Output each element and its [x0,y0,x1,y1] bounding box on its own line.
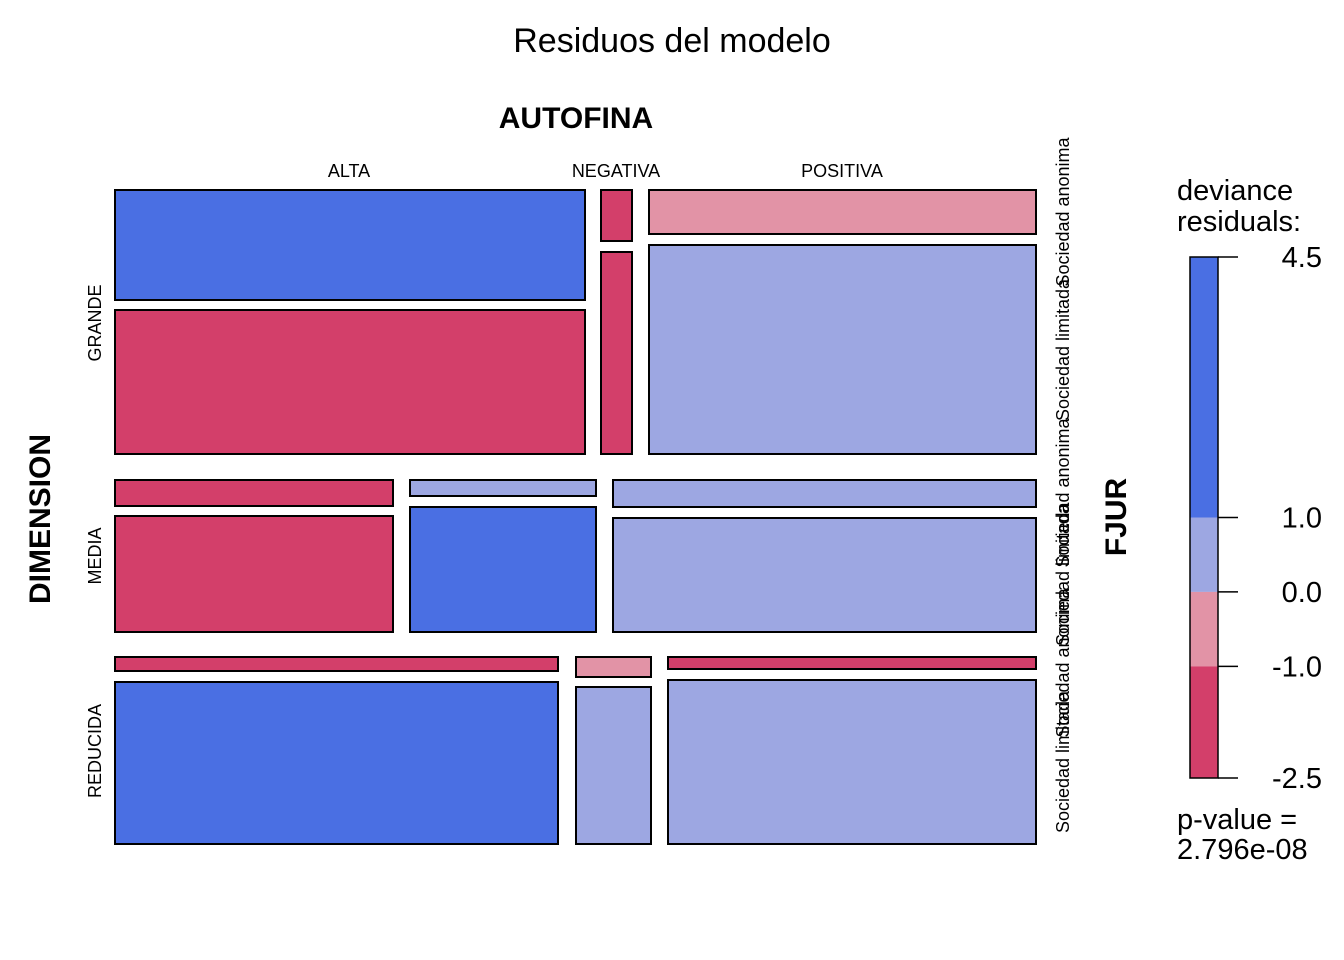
legend-color-bar [1190,257,1218,778]
row-label-media: MEDIA [85,527,105,584]
legend-band-1 [1190,517,1218,592]
column-label-alta: ALTA [328,161,370,181]
chart-title: Residuos del modelo [513,22,831,60]
tile-reducida-alta-limitada [114,681,559,845]
legend-tick-label: -2.5 [1272,763,1322,795]
sub-variable-label: FJUR [1100,477,1133,556]
legend-tick-label: -1.0 [1272,651,1322,683]
column-label-negativa: NEGATIVA [572,161,660,181]
fjur-label-reducida-anonima: Sociedad anonima [1053,587,1073,737]
pvalue-label: p-value = [1177,804,1297,836]
tile-media-positiva-limitada [612,517,1037,633]
col-variable-label: AUTOFINA [499,102,653,135]
legend-band-2 [1190,591,1218,667]
tile-reducida-positiva-limitada [667,679,1037,845]
tile-media-alta-anonima [114,479,394,507]
legend-tick-label: 4.5 [1282,242,1322,274]
fjur-label-grande-limitada: Sociedad limitada [1053,278,1073,421]
row-label-reducida: REDUCIDA [85,704,105,798]
tile-grande-negativa-anonima [600,189,633,242]
fjur-label-grande-anonima: Sociedad anonima [1053,136,1073,286]
fjur-label-media-limitada: Sociedad limitada [1053,503,1073,646]
tile-reducida-negativa-limitada [575,686,652,845]
tile-grande-positiva-limitada [648,244,1037,455]
legend-tick-label: 0.0 [1282,577,1322,609]
tile-reducida-alta-anonima [114,656,559,672]
row-label-grande: GRANDE [85,284,105,361]
pvalue-value: 2.796e-08 [1177,834,1308,866]
tile-grande-negativa-limitada [600,251,633,455]
tile-reducida-positiva-anonima [667,656,1037,670]
tile-media-negativa-anonima [409,479,597,497]
tile-media-alta-limitada [114,515,394,633]
mosaic-tiles [114,189,1037,845]
fjur-label-media-anonima: Sociedad anonima [1053,417,1073,567]
legend-tick-label: 1.0 [1282,503,1322,535]
tile-media-positiva-anonima [612,479,1037,508]
tile-grande-alta-limitada [114,309,586,455]
tile-media-negativa-limitada [409,506,597,633]
legend-band-3 [1190,666,1218,778]
legend-title-line1: deviance [1177,175,1293,207]
legend-title-line2: residuals: [1177,206,1301,238]
legend-ticks: 4.5 1.0 0.0 -1.0 -2.5 [1218,242,1322,795]
legend-band-0 [1190,257,1218,518]
column-label-positiva: POSITIVA [801,161,883,181]
tile-grande-positiva-anonima [648,189,1037,235]
tile-reducida-negativa-anonima [575,656,652,678]
row-variable-label: DIMENSION [24,434,57,604]
fjur-label-reducida-limitada: Sociedad limitada [1053,690,1073,833]
tile-grande-alta-anonima [114,189,586,301]
